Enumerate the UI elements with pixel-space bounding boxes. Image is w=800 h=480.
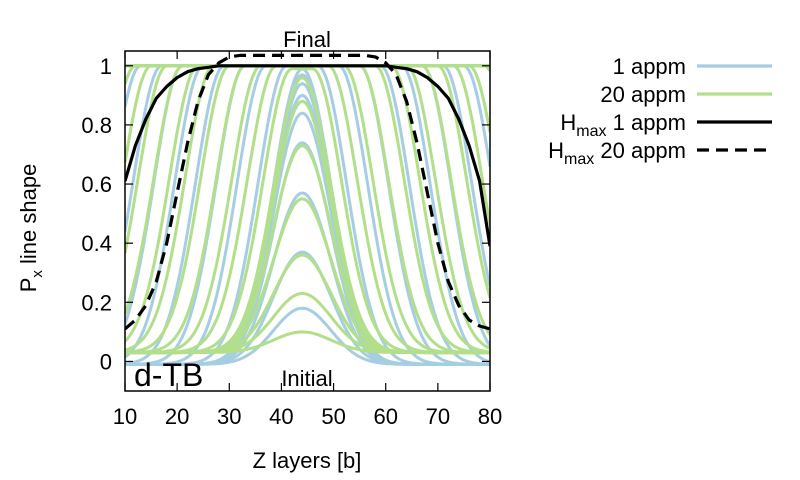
x-tick-label: 60	[373, 404, 397, 429]
y-axis-label: Px line shape	[16, 164, 46, 293]
legend-label-main: H	[548, 138, 564, 163]
legend-label-rest: 20 appm	[594, 138, 686, 163]
plot-curves	[125, 53, 490, 366]
y-axis-label-subscript: x	[29, 270, 46, 278]
legend-label-main: H	[560, 110, 576, 135]
y-tick-label: 0.6	[81, 172, 112, 197]
axis-ticks: 10 20 30 40 50 60 70 80 0 0.2 0.4 0.6 0.8 1	[81, 51, 502, 429]
plot-frame	[124, 50, 491, 392]
y-tick-label: 0.8	[81, 113, 112, 138]
legend-label-subscript: max	[576, 123, 606, 140]
y-axis-label-main: P	[16, 278, 41, 293]
y-axis-label-rest: line shape	[16, 164, 41, 270]
x-axis-label: Z layers [b]	[253, 448, 362, 473]
legend-label-hmax1: Hmax 1 appm	[560, 110, 686, 140]
x-tick-label: 10	[113, 404, 137, 429]
annotation-corner-label: d-TB	[134, 357, 203, 393]
legend-label-subscript: max	[564, 151, 594, 168]
y-tick-label: 1	[100, 54, 112, 79]
x-tick-label: 70	[426, 404, 450, 429]
y-tick-label: 0	[100, 349, 112, 374]
legend-label-blue: 1 appm	[613, 54, 686, 79]
annotation-final: Final	[283, 27, 331, 52]
x-tick-label: 20	[165, 404, 189, 429]
legend-label-green: 20 appm	[600, 82, 686, 107]
x-tick-label: 50	[321, 404, 345, 429]
x-tick-label: 30	[217, 404, 241, 429]
annotation-initial: Initial	[281, 366, 332, 391]
legend-label-rest: 1 appm	[607, 110, 687, 135]
legend-label-hmax20: Hmax 20 appm	[548, 138, 686, 168]
x-tick-label: 40	[269, 404, 293, 429]
series-hmax-20appm-line	[125, 53, 490, 331]
series-hmax-1appm-line	[125, 64, 490, 247]
y-tick-label: 0.2	[81, 290, 112, 315]
x-tick-label: 80	[478, 404, 502, 429]
y-tick-label: 0.4	[81, 231, 112, 256]
